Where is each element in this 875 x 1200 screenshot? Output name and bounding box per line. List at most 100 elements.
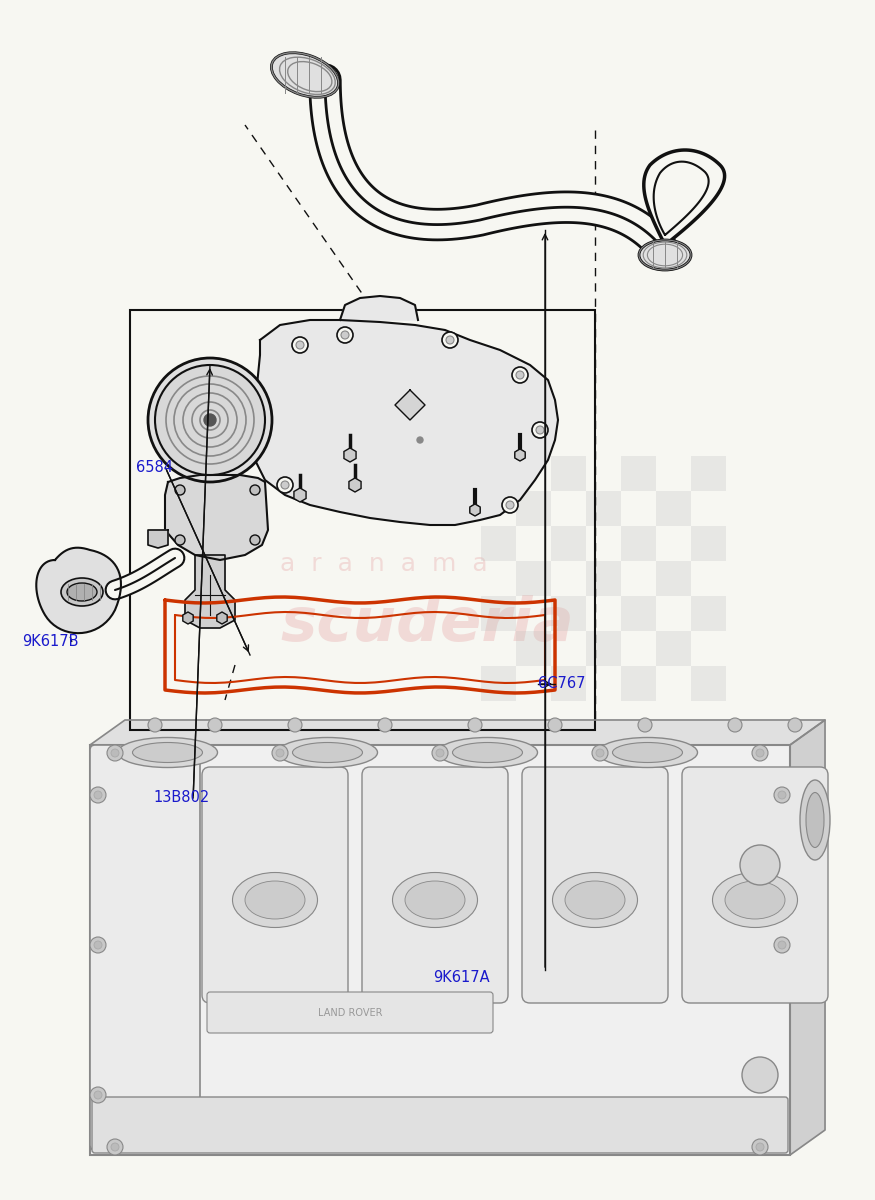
Circle shape (107, 1139, 123, 1154)
Bar (586, 560, 621, 596)
Ellipse shape (233, 872, 318, 928)
Ellipse shape (67, 583, 97, 601)
Bar (481, 596, 516, 631)
Circle shape (94, 1091, 102, 1099)
Ellipse shape (639, 240, 691, 270)
Polygon shape (790, 720, 825, 1154)
Circle shape (281, 481, 289, 490)
Circle shape (442, 332, 458, 348)
Ellipse shape (271, 53, 339, 97)
Polygon shape (185, 554, 235, 628)
Bar (551, 456, 586, 491)
Text: 9K617A: 9K617A (433, 971, 490, 985)
Circle shape (250, 485, 260, 494)
Circle shape (378, 718, 392, 732)
Ellipse shape (405, 881, 465, 919)
Circle shape (296, 341, 304, 349)
Ellipse shape (612, 743, 682, 762)
Circle shape (436, 749, 444, 757)
Circle shape (148, 358, 272, 482)
Text: scuderia: scuderia (280, 594, 574, 654)
Ellipse shape (132, 743, 202, 762)
Circle shape (752, 1139, 768, 1154)
Circle shape (506, 502, 514, 509)
FancyBboxPatch shape (90, 745, 200, 1150)
Ellipse shape (565, 881, 625, 919)
Circle shape (175, 535, 185, 545)
Polygon shape (148, 530, 168, 548)
Bar (656, 631, 691, 666)
Text: 6584: 6584 (136, 461, 172, 475)
Ellipse shape (598, 738, 697, 768)
Circle shape (417, 437, 423, 443)
FancyBboxPatch shape (522, 767, 668, 1003)
Circle shape (515, 450, 525, 460)
Bar (586, 631, 621, 666)
FancyBboxPatch shape (202, 767, 348, 1003)
Circle shape (470, 505, 480, 515)
Bar (516, 631, 551, 666)
FancyBboxPatch shape (92, 1097, 788, 1153)
Circle shape (155, 365, 265, 475)
Bar (516, 560, 551, 596)
Bar (691, 666, 726, 701)
Ellipse shape (712, 872, 797, 928)
Polygon shape (90, 720, 825, 745)
Text: a  r  a  n  a  m  a: a r a n a m a (280, 552, 487, 576)
Bar (656, 491, 691, 526)
Polygon shape (340, 296, 418, 320)
FancyBboxPatch shape (362, 767, 508, 1003)
Circle shape (107, 745, 123, 761)
Polygon shape (654, 162, 709, 235)
Bar (551, 596, 586, 631)
FancyBboxPatch shape (682, 767, 828, 1003)
Circle shape (740, 845, 780, 886)
Bar (551, 666, 586, 701)
Bar (90, 745, 790, 1154)
Bar (481, 456, 516, 491)
Bar (586, 491, 621, 526)
Bar (691, 456, 726, 491)
Circle shape (94, 941, 102, 949)
Circle shape (532, 422, 548, 438)
Text: LAND ROVER: LAND ROVER (318, 1008, 382, 1018)
Circle shape (752, 745, 768, 761)
Ellipse shape (725, 881, 785, 919)
Circle shape (337, 326, 353, 343)
Circle shape (728, 718, 742, 732)
Circle shape (774, 937, 790, 953)
Circle shape (756, 749, 764, 757)
Bar (691, 596, 726, 631)
Circle shape (742, 1057, 778, 1093)
Circle shape (774, 787, 790, 803)
Polygon shape (36, 547, 121, 634)
Circle shape (292, 337, 308, 353)
Ellipse shape (438, 738, 537, 768)
Ellipse shape (552, 872, 638, 928)
Ellipse shape (806, 792, 824, 847)
Circle shape (536, 426, 544, 434)
Circle shape (788, 718, 802, 732)
Circle shape (446, 336, 454, 344)
Bar (621, 456, 656, 491)
Circle shape (111, 749, 119, 757)
Ellipse shape (452, 743, 522, 762)
Polygon shape (252, 320, 558, 526)
Circle shape (272, 745, 288, 761)
Circle shape (468, 718, 482, 732)
Bar (656, 560, 691, 596)
Circle shape (596, 749, 604, 757)
Circle shape (204, 414, 216, 426)
Text: 9K617B: 9K617B (22, 635, 79, 649)
Bar (481, 526, 516, 560)
Polygon shape (165, 475, 268, 560)
Ellipse shape (245, 881, 305, 919)
Ellipse shape (117, 738, 218, 768)
Circle shape (778, 941, 786, 949)
Circle shape (90, 1087, 106, 1103)
Bar (691, 526, 726, 560)
Bar (130, 310, 595, 730)
Ellipse shape (277, 738, 377, 768)
Ellipse shape (61, 578, 103, 606)
Bar (621, 526, 656, 560)
